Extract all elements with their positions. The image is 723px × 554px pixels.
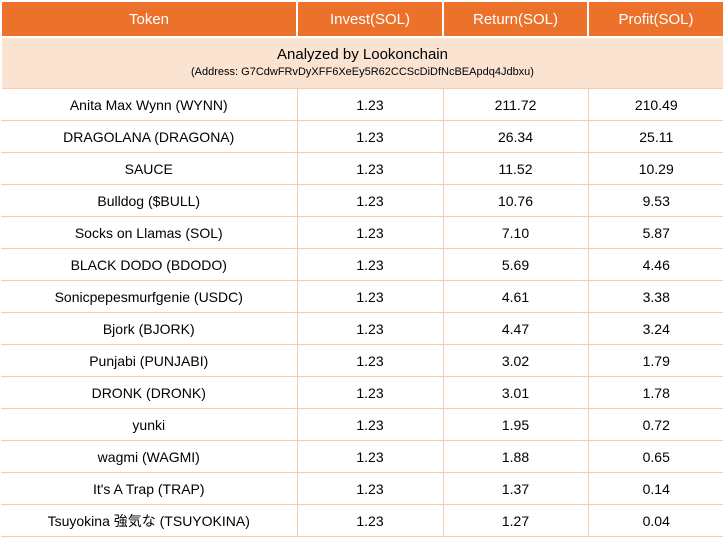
column-header-token: Token [0, 0, 298, 38]
token-cell: wagmi (WAGMI) [1, 440, 297, 473]
token-analysis-panel: Token Invest(SOL) Return(SOL) Profit(SOL… [0, 0, 723, 537]
invest-cell: 1.23 [296, 440, 443, 473]
token-cell: DRAGOLANA (DRAGONA) [1, 120, 297, 153]
profit-cell: 0.72 [587, 408, 723, 441]
token-analysis-table: Token Invest(SOL) Return(SOL) Profit(SOL… [0, 0, 723, 537]
token-cell: Bulldog ($BULL) [1, 184, 297, 217]
token-cell: DRONK (DRONK) [1, 376, 297, 409]
return-cell: 4.47 [442, 312, 588, 345]
return-cell: 3.02 [442, 344, 588, 377]
invest-cell: 1.23 [296, 504, 443, 537]
profit-cell: 0.14 [587, 472, 723, 505]
token-cell: Sonicpepesmurfgenie (USDC) [1, 280, 297, 313]
return-cell: 1.95 [442, 408, 588, 441]
return-cell: 10.76 [442, 184, 588, 217]
profit-cell: 3.24 [587, 312, 723, 345]
return-cell: 1.88 [442, 440, 588, 473]
profit-cell: 0.65 [587, 440, 723, 473]
token-cell: It's A Trap (TRAP) [1, 472, 297, 505]
table-row: wagmi (WAGMI) 1.23 1.88 0.65 [1, 440, 723, 473]
token-cell: Socks on Llamas (SOL) [1, 216, 297, 249]
invest-cell: 1.23 [296, 248, 443, 281]
table-row: Tsuyokina 強気な (TSUYOKINA) 1.23 1.27 0.04 [1, 504, 723, 537]
return-cell: 11.52 [442, 152, 588, 185]
banner-cell: Analyzed by Lookonchain (Address: G7CdwF… [0, 36, 723, 89]
return-cell: 4.61 [442, 280, 588, 313]
table-row: Anita Max Wynn (WYNN) 1.23 211.72 210.49 [1, 88, 723, 121]
profit-cell: 25.11 [587, 120, 723, 153]
return-cell: 7.10 [442, 216, 588, 249]
header-row: Token Invest(SOL) Return(SOL) Profit(SOL… [0, 0, 723, 38]
token-cell: SAUCE [1, 152, 297, 185]
return-cell: 3.01 [442, 376, 588, 409]
invest-cell: 1.23 [296, 312, 443, 345]
token-cell: Punjabi (PUNJABI) [1, 344, 297, 377]
return-cell: 211.72 [442, 88, 588, 121]
return-cell: 1.37 [442, 472, 588, 505]
invest-cell: 1.23 [296, 344, 443, 377]
column-header-profit: Profit(SOL) [587, 0, 723, 38]
invest-cell: 1.23 [296, 184, 443, 217]
table-row: It's A Trap (TRAP) 1.23 1.37 0.14 [1, 472, 723, 505]
column-header-return: Return(SOL) [442, 0, 589, 38]
table-row: Bjork (BJORK) 1.23 4.47 3.24 [1, 312, 723, 345]
token-cell: Anita Max Wynn (WYNN) [1, 88, 297, 121]
return-cell: 5.69 [442, 248, 588, 281]
profit-cell: 210.49 [587, 88, 723, 121]
banner-row: Analyzed by Lookonchain (Address: G7CdwF… [0, 36, 723, 89]
invest-cell: 1.23 [296, 120, 443, 153]
invest-cell: 1.23 [296, 152, 443, 185]
table-body: Anita Max Wynn (WYNN) 1.23 211.72 210.49… [1, 88, 723, 537]
invest-cell: 1.23 [296, 472, 443, 505]
profit-cell: 9.53 [587, 184, 723, 217]
invest-cell: 1.23 [296, 216, 443, 249]
table-row: Punjabi (PUNJABI) 1.23 3.02 1.79 [1, 344, 723, 377]
profit-cell: 5.87 [587, 216, 723, 249]
table-row: yunki 1.23 1.95 0.72 [1, 408, 723, 441]
column-header-invest: Invest(SOL) [296, 0, 444, 38]
table-row: DRAGOLANA (DRAGONA) 1.23 26.34 25.11 [1, 120, 723, 153]
token-cell: yunki [1, 408, 297, 441]
table-row: Socks on Llamas (SOL) 1.23 7.10 5.87 [1, 216, 723, 249]
invest-cell: 1.23 [296, 408, 443, 441]
token-cell: BLACK DODO (BDODO) [1, 248, 297, 281]
table-row: SAUCE 1.23 11.52 10.29 [1, 152, 723, 185]
invest-cell: 1.23 [296, 376, 443, 409]
return-cell: 1.27 [442, 504, 588, 537]
profit-cell: 1.78 [587, 376, 723, 409]
table-row: Bulldog ($BULL) 1.23 10.76 9.53 [1, 184, 723, 217]
table-row: BLACK DODO (BDODO) 1.23 5.69 4.46 [1, 248, 723, 281]
profit-cell: 4.46 [587, 248, 723, 281]
profit-cell: 1.79 [587, 344, 723, 377]
table-row: DRONK (DRONK) 1.23 3.01 1.78 [1, 376, 723, 409]
profit-cell: 10.29 [587, 152, 723, 185]
token-cell: Tsuyokina 強気な (TSUYOKINA) [1, 504, 297, 537]
banner-address: (Address: G7CdwFRvDyXFF6XeEy5R62CCScDiDf… [191, 66, 534, 78]
token-cell: Bjork (BJORK) [1, 312, 297, 345]
profit-cell: 3.38 [587, 280, 723, 313]
banner-title: Analyzed by Lookonchain [277, 46, 448, 63]
table-row: Sonicpepesmurfgenie (USDC) 1.23 4.61 3.3… [1, 280, 723, 313]
invest-cell: 1.23 [296, 280, 443, 313]
invest-cell: 1.23 [296, 88, 443, 121]
profit-cell: 0.04 [587, 504, 723, 537]
return-cell: 26.34 [442, 120, 588, 153]
